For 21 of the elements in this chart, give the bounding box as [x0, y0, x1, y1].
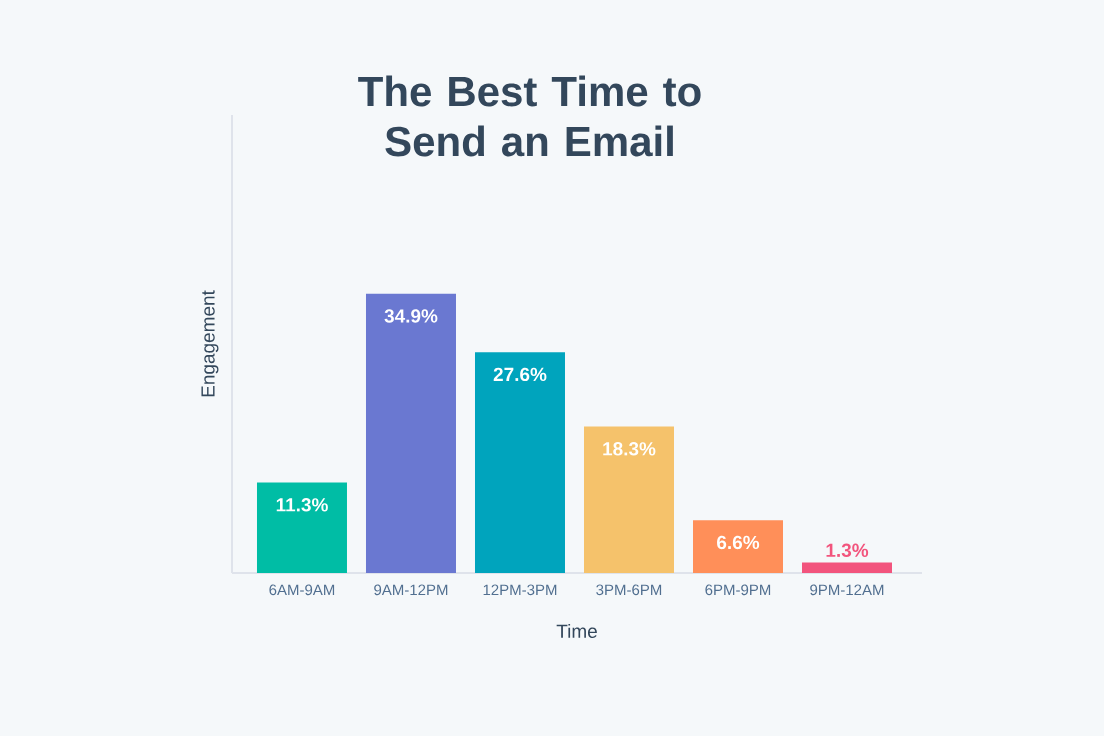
x-tick-label: 12PM-3PM [483, 584, 557, 596]
x-tick-label: 9PM-12AM [810, 584, 884, 596]
bar [256, 482, 347, 573]
data-label: 18.3% [603, 442, 656, 456]
chart-title: The Best Time to Send an Email [358, 75, 701, 157]
x-axis-title: Time [556, 624, 597, 638]
x-tick-label: 3PM-6PM [596, 584, 662, 596]
y-axis-title: Engagement [201, 290, 219, 397]
bar [474, 352, 565, 573]
data-label: 6.6% [717, 535, 760, 550]
x-tick-label: 6AM-9AM [269, 584, 335, 596]
x-tick-label: 6PM-9PM [705, 584, 771, 596]
bar [584, 426, 674, 573]
bar [802, 562, 892, 573]
bar [693, 520, 783, 573]
data-label: 27.6% [493, 367, 547, 382]
data-label: 1.3% [826, 543, 869, 558]
x-tick-label: 9AM-12PM [374, 584, 448, 596]
data-label: 34.9% [384, 309, 438, 323]
data-label: 11.3% [276, 498, 328, 512]
bar [365, 293, 456, 573]
